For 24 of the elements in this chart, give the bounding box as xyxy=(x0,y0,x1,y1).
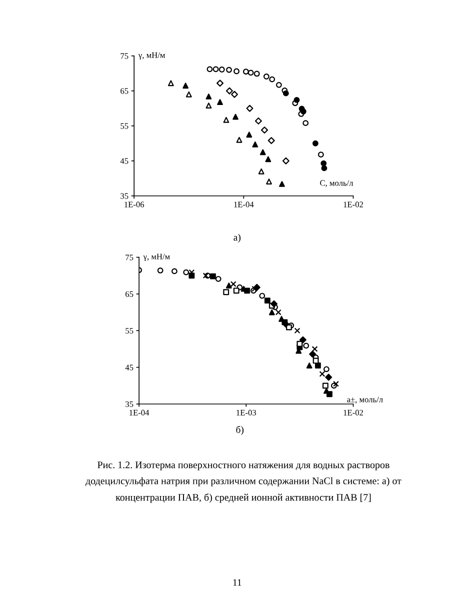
x-tick-label: 1E-04 xyxy=(234,202,254,208)
y-tick-label: 45 xyxy=(120,158,128,164)
y-tick-label: 45 xyxy=(125,364,134,370)
y-tick-label: 65 xyxy=(120,88,128,94)
text: 11 xyxy=(233,579,242,586)
y-tick-label: 65 xyxy=(126,291,134,297)
x-axis-title: a±, моль/л xyxy=(347,396,383,404)
y-axis-title: γ, мН/м xyxy=(143,254,170,262)
text: б) xyxy=(236,426,244,435)
x-tick-label: 1E-02 xyxy=(344,202,363,208)
y-tick-label: 35 xyxy=(120,193,128,199)
y-tick-label: 35 xyxy=(126,401,134,407)
y-tick-label: 75 xyxy=(126,254,134,260)
x-tick-label: 1E-03 xyxy=(236,410,256,416)
x-tick-label: 1E-04 xyxy=(130,410,150,416)
text: а) xyxy=(234,234,240,243)
x-tick-label: 1E-02 xyxy=(344,410,363,416)
text: Рис. 1.2. Изотерма поверхностного натяжения для водных растворов додецилсульфата натрия при различном содержании NaCl в системе: а) от концентрации ПАВ, б) средней ионной активности ПАВ [7] xyxy=(86,462,402,503)
y-tick-label: 75 xyxy=(120,53,128,59)
y-axis-title: γ, мН/м xyxy=(138,52,166,60)
y-tick-label: 55 xyxy=(120,123,128,129)
x-axis-title: С, моль/л xyxy=(320,180,354,187)
x-tick-label: 1E-06 xyxy=(124,202,144,208)
y-tick-label: 55 xyxy=(126,328,134,334)
